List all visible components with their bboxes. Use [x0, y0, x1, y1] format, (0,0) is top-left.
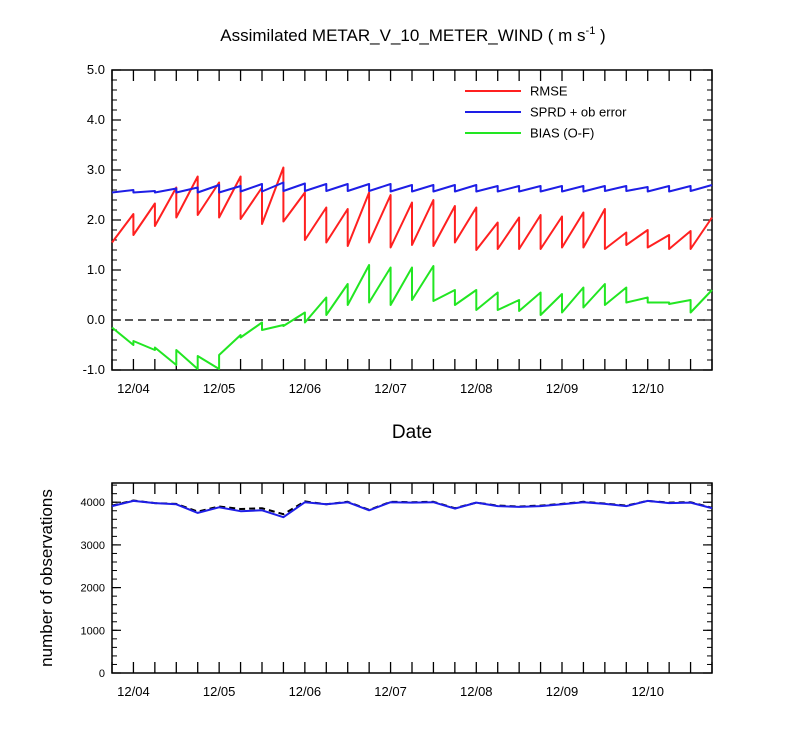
- legend-label: SPRD + ob error: [530, 105, 627, 120]
- legend: RMSE SPRD + ob error BIAS (O-F): [465, 84, 627, 141]
- y-tick-label: 4000: [81, 497, 105, 509]
- y-tick-label: 5.0: [87, 62, 105, 77]
- chart-title: Assimilated METAR_V_10_METER_WIND ( m s-…: [220, 25, 605, 45]
- bottom-ticks: 0 1000 2000 3000 4000 12/04 12/05 12/06 12/07 12/…: [81, 483, 713, 699]
- top-series: [111, 166, 713, 370]
- x-tick-label: 12/07: [374, 381, 407, 396]
- top-ticks: -1.0 0.0 1.0 2.0 3.0 4.0 5.0 12/04 12/05 12/06 12/…: [83, 62, 713, 396]
- x-tick-label: 12/06: [289, 381, 322, 396]
- y-tick-label: 0.0: [87, 312, 105, 327]
- y-tick-label: 3000: [81, 540, 105, 552]
- y-tick-label: 2.0: [87, 212, 105, 227]
- x-tick-label: 12/10: [631, 381, 664, 396]
- x-tick-label: 12/06: [289, 684, 322, 699]
- y-tick-label: 4.0: [87, 112, 105, 127]
- top-panel: -1.0 0.0 1.0 2.0 3.0 4.0 5.0 12/04 12/05 12/06 12/…: [83, 62, 713, 443]
- x-tick-label: 12/05: [203, 381, 236, 396]
- y-tick-label: -1.0: [83, 362, 105, 377]
- x-tick-label: 12/09: [546, 381, 579, 396]
- legend-label: RMSE: [530, 84, 568, 99]
- x-tick-label: 12/10: [631, 684, 664, 699]
- chart-title-text: Assimilated METAR_V_10_METER_WIND ( m s: [220, 26, 585, 45]
- series-line-assimilated: [111, 499, 713, 519]
- y-axis-label-observations: number of observations: [37, 489, 56, 667]
- x-tick-label: 12/04: [117, 381, 150, 396]
- y-tick-label: 1.0: [87, 262, 105, 277]
- x-axis-label: Date: [392, 422, 432, 443]
- bottom-panel: 0 1000 2000 3000 4000 12/04 12/05 12/06 12/07 12/…: [37, 482, 713, 699]
- chart-title-end: ): [595, 26, 605, 45]
- x-tick-label: 12/08: [460, 684, 493, 699]
- y-tick-label: 0: [99, 668, 105, 680]
- x-tick-label: 12/04: [117, 684, 150, 699]
- x-tick-label: 12/09: [546, 684, 579, 699]
- x-tick-label: 12/05: [203, 684, 236, 699]
- y-tick-label: 3.0: [87, 162, 105, 177]
- series-line-rmse: [111, 166, 713, 251]
- bottom-series: [111, 499, 713, 519]
- legend-label: BIAS (O-F): [530, 126, 594, 141]
- x-tick-label: 12/08: [460, 381, 493, 396]
- x-tick-label: 12/07: [374, 684, 407, 699]
- chart-title-unit-sup: -1: [586, 25, 596, 37]
- y-tick-label: 2000: [81, 583, 105, 595]
- series-line-bias-o-f: [111, 264, 713, 370]
- series-line-sprd-ob-error: [111, 181, 713, 194]
- y-tick-label: 1000: [81, 625, 105, 637]
